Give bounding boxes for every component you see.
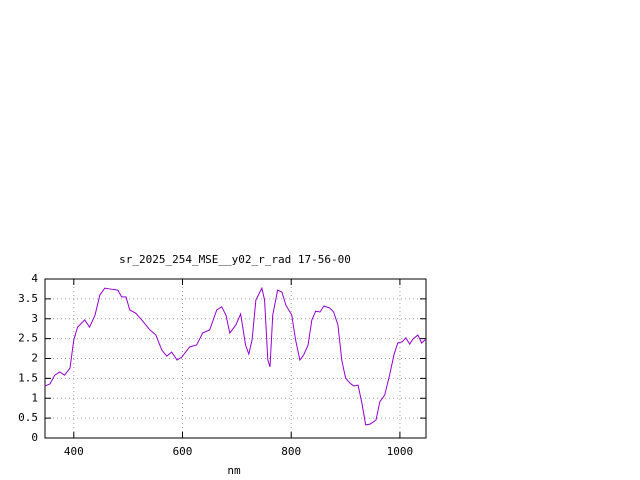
data-line xyxy=(44,286,427,426)
x-axis-label: nm xyxy=(227,464,241,477)
y-tick-label: 1 xyxy=(31,391,38,404)
y-tick-label: 4 xyxy=(31,272,38,285)
x-tick-label: 600 xyxy=(173,445,193,458)
y-tick-label: 2 xyxy=(31,352,38,365)
y-tick-label: 3.5 xyxy=(18,292,38,305)
y-tick-label: 0.5 xyxy=(18,411,38,424)
chart-title: sr_2025_254_MSE__y02_r_rad 17-56-00 xyxy=(119,253,351,266)
x-tick-label: 800 xyxy=(281,445,301,458)
y-tick-label: 2.5 xyxy=(18,332,38,345)
plot-border xyxy=(44,278,427,439)
y-tick-label: 3 xyxy=(31,312,38,325)
x-tick-label: 400 xyxy=(64,445,84,458)
x-tick-label: 1000 xyxy=(387,445,414,458)
y-tick-label: 0 xyxy=(31,431,38,444)
y-tick-label: 1.5 xyxy=(18,371,38,384)
